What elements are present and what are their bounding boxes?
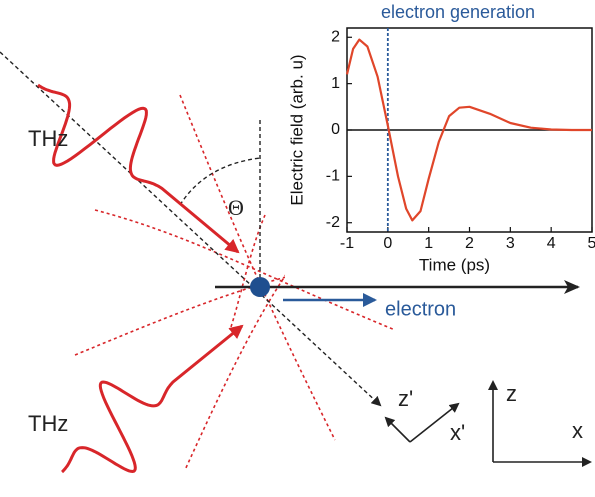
electron-dot — [250, 277, 270, 297]
thz-pulse — [61, 324, 244, 474]
y-tick-label: 0 — [331, 121, 340, 138]
x-tick-label: 4 — [547, 235, 556, 252]
axis-label: z — [506, 381, 517, 406]
y-tick-label: -1 — [326, 168, 340, 185]
inset-background — [285, 22, 595, 280]
thz-pulses — [37, 83, 244, 474]
x-tick-label: 2 — [465, 235, 474, 252]
x-tick-label: -1 — [340, 235, 354, 252]
angle-arc — [179, 157, 261, 206]
thz-pulse — [37, 83, 240, 254]
y-axis-label: Electric field (arb. u) — [287, 54, 306, 205]
angle-label: Θ — [228, 195, 244, 220]
thz-label: THz — [28, 411, 68, 436]
series-line — [345, 38, 592, 222]
electron-label: electron — [385, 298, 456, 320]
axis-label: z' — [398, 386, 413, 411]
x-axis-label: Time (ps) — [419, 255, 490, 274]
lab-axes — [488, 380, 592, 467]
thz-label: THz — [28, 126, 68, 151]
x-tick-label: 5 — [588, 235, 595, 252]
x-tick-label: 3 — [506, 235, 515, 252]
x-tick-label: 1 — [424, 235, 433, 252]
y-tick-label: 1 — [331, 75, 340, 92]
axis-label: x' — [450, 420, 465, 445]
incidence-axis — [0, 51, 382, 407]
x-tick-label: 0 — [383, 235, 392, 252]
primed-axes — [384, 402, 460, 443]
y-tick-label: 2 — [331, 28, 340, 45]
y-tick-label: -2 — [326, 214, 340, 231]
annotation: electron generation — [381, 2, 535, 22]
axis-label: x — [572, 418, 583, 443]
